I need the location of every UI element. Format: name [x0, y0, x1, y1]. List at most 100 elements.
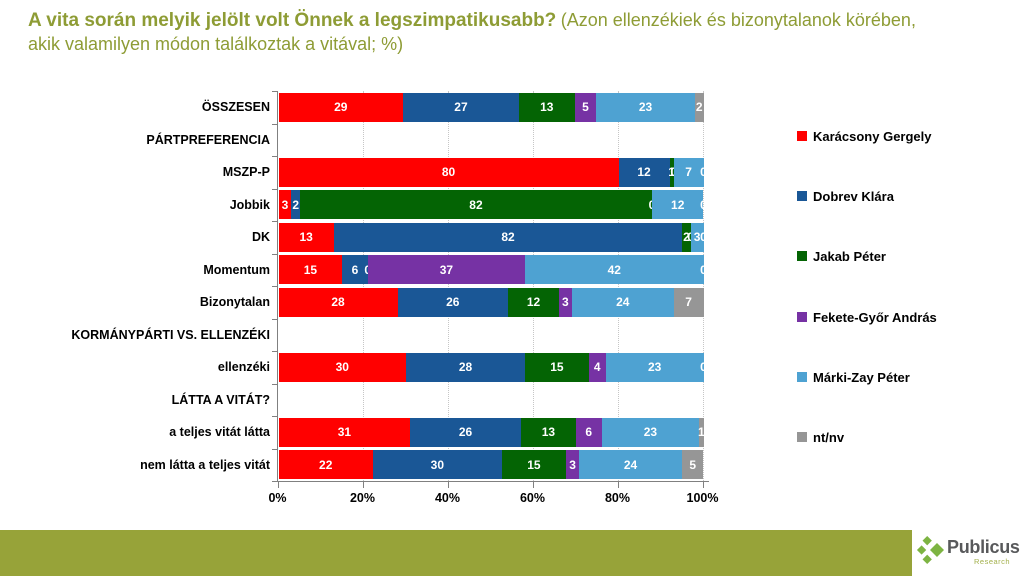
bar-value-label: 23: [643, 425, 658, 440]
bar-value-label: 12: [671, 197, 685, 212]
bar-segment: 82: [333, 222, 683, 252]
bar-value-label: 0: [700, 165, 703, 179]
stacked-bar: 13822030: [278, 222, 704, 252]
bar-segment: 82: [299, 190, 652, 220]
axis-tick: [272, 351, 277, 352]
bar-value-label: 23: [647, 360, 662, 375]
chart-rows: ÖSSZESEN 29 27 13 5 23 2 PÁRTPREFERENCIA MSZP-P 8…: [0, 91, 760, 481]
bar-value-label: 37: [439, 262, 454, 277]
bar-segment: 80: [278, 157, 619, 187]
bar-segment: 2: [682, 222, 691, 252]
bar-segment: 12: [508, 287, 559, 317]
legend-item: Jakab Péter: [797, 247, 886, 265]
axis-tick: [272, 221, 277, 222]
bar-segment: 42: [525, 255, 704, 285]
bar-area: 22 30 15 3 24 5: [278, 450, 704, 480]
bar-segment: 3: [559, 287, 572, 317]
bar-segment: 31: [278, 417, 411, 447]
category-axis-line: [277, 91, 278, 482]
bar-value-label: 80: [441, 165, 456, 180]
bar-value-label: 0: [700, 263, 703, 277]
title-subtitle: (Azon ellenzékiek és bizonytalanok köréb…: [28, 10, 916, 55]
bar-value-label: 31: [337, 425, 352, 440]
legend-swatch: [797, 251, 807, 261]
bar-area: 30 28 15 4 23 0: [278, 352, 704, 382]
bar-value-label: 82: [501, 230, 515, 245]
bar-value-label: 3: [569, 457, 576, 472]
chart-row: nem látta a teljes vitát 22 30 15 3 24 5: [0, 449, 760, 482]
axis-tick: [272, 319, 277, 320]
bar-value-label: 23: [638, 100, 653, 115]
axis-tick: [447, 482, 449, 488]
axis-tick: [277, 482, 279, 488]
bar-segment: 27: [403, 92, 519, 122]
bar-segment: 24: [578, 450, 683, 480]
bar-area: 80121070: [278, 157, 704, 187]
bar-value-label: 28: [458, 360, 473, 375]
legend-label: Karácsony Gergely: [813, 128, 932, 144]
bar-area: [279, 385, 704, 414]
value-axis-line: [272, 481, 709, 482]
axis-tick: [272, 124, 277, 125]
legend-item: Karácsony Gergely: [797, 127, 932, 145]
axis-tick: [272, 416, 277, 417]
bar-value-label: 82: [469, 197, 483, 212]
bar-segment: 7: [673, 157, 704, 187]
bar-area: 31 26 13 6 23 1: [278, 417, 704, 447]
legend-swatch: [797, 312, 807, 322]
bar-value-label: 27: [454, 100, 468, 115]
axis-tick: [272, 286, 277, 287]
bar-segment: 15: [278, 255, 343, 285]
legend-item: Fekete-Győr András: [797, 308, 937, 326]
row-label: ellenzéki: [217, 360, 270, 375]
axis-tick: [272, 156, 277, 157]
bar-value-label: 4: [593, 360, 601, 375]
bar-segment: 12: [651, 190, 704, 220]
chart-section-header: KORMÁNYPÁRTI VS. ELLENZÉKI: [0, 319, 760, 352]
chart-row: MSZP-P80121070: [0, 156, 760, 189]
bar-value-label: 3: [693, 230, 701, 245]
brand-name: Publicus: [947, 537, 1020, 557]
bar-area: 32820120: [278, 190, 704, 220]
bar-segment: 28: [278, 287, 398, 317]
bar-segment: 23: [605, 352, 704, 382]
bar-value-label: 26: [458, 425, 473, 440]
row-label: Jobbik: [229, 197, 270, 212]
bar-area: [279, 320, 704, 349]
legend-swatch: [797, 191, 807, 201]
row-label: a teljes vitát látta: [169, 425, 270, 440]
legend-item: Márki-Zay Péter: [797, 368, 910, 386]
bar-value-label: 28: [331, 295, 345, 310]
bar-value-label: 1: [698, 425, 704, 440]
bar-segment: 30: [372, 450, 502, 480]
bar-area: 156037420: [278, 255, 704, 285]
gridline: [447, 91, 449, 481]
bar-value-label: 26: [446, 295, 460, 310]
bar-value-label: 30: [335, 360, 349, 375]
chart-section-header: LÁTTA A VITÁT?: [0, 384, 760, 417]
bar-value-label: 15: [303, 262, 318, 277]
axis-tick: [362, 482, 364, 488]
stacked-bar: 32820120: [278, 190, 704, 220]
bar-segment: 23: [601, 417, 700, 447]
axis-tick: [532, 482, 534, 488]
bar-segment: 30: [278, 352, 406, 382]
axis-tick: [272, 254, 277, 255]
axis-tick: [272, 384, 277, 385]
legend-label: Márki-Zay Péter: [813, 369, 910, 385]
chart-row: DK13822030: [0, 221, 760, 254]
bar-segment: 2: [694, 92, 704, 122]
bar-value-label: 12: [526, 295, 541, 310]
x-axis-label: 100%: [686, 491, 719, 505]
publicus-logo: Publicus Research: [916, 533, 1022, 573]
row-label: ÖSSZESEN: [201, 100, 270, 115]
bar-value-label: 13: [299, 230, 313, 245]
stacked-bar: 29 27 13 5 23 2: [278, 92, 704, 122]
bar-segment: 24: [571, 287, 674, 317]
bar-value-label: 5: [689, 457, 697, 472]
bar-segment: 22: [278, 450, 373, 480]
bar-value-label: 7: [685, 165, 692, 180]
gridline: [617, 91, 619, 481]
bar-segment: 3: [566, 450, 579, 480]
bar-value-label: 1: [668, 165, 675, 180]
